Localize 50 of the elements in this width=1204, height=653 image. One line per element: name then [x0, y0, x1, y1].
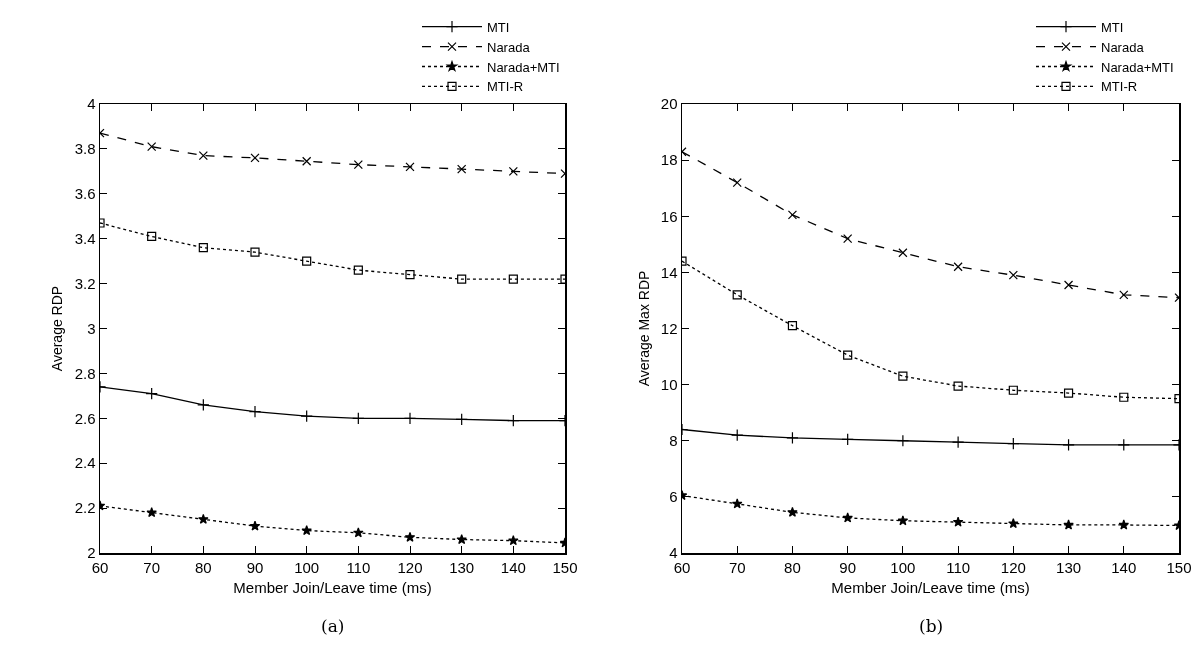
- x-tick-label: 100: [294, 558, 320, 576]
- legend-label: Narada+MTI: [487, 59, 560, 75]
- y-tick-label: 3: [87, 319, 96, 337]
- y-tick-label: 16: [660, 207, 678, 225]
- x-tick-label: 140: [1111, 558, 1137, 576]
- y-tick-label: 3.8: [74, 140, 96, 158]
- y-tick-label: 20: [660, 95, 678, 113]
- y-tick-label: 12: [660, 319, 678, 337]
- legend-label: Narada+MTI: [1101, 59, 1174, 75]
- legend-label: MTI: [1101, 19, 1124, 35]
- y-tick-label: 10: [660, 375, 678, 393]
- legend-label: MTI-R: [1101, 79, 1138, 95]
- x-tick-label: 80: [784, 558, 801, 576]
- x-tick-label: 70: [143, 558, 161, 576]
- text: (b): [919, 616, 944, 636]
- y-tick-label: 18: [660, 151, 678, 169]
- text: (a): [321, 616, 345, 636]
- legend-label: Narada: [487, 39, 531, 55]
- x-tick-label: 130: [449, 558, 475, 576]
- x-tick-label: 120: [1000, 558, 1026, 576]
- y-tick-label: 2.2: [74, 499, 96, 517]
- x-tick-label: 90: [246, 558, 264, 576]
- y-tick-label: 4: [87, 95, 96, 113]
- x-axis-title: Member Join/Leave time (ms): [831, 579, 1030, 597]
- x-tick-label: 70: [728, 558, 746, 576]
- y-tick-label: 14: [660, 263, 678, 281]
- y-axis-title: Average Max RDP: [635, 270, 652, 387]
- legend-label: Narada: [1101, 39, 1145, 55]
- x-tick-label: 110: [946, 558, 971, 576]
- y-tick-label: 2.8: [74, 364, 96, 382]
- x-tick-label: 120: [397, 558, 423, 576]
- y-tick-label: 8: [669, 432, 678, 449]
- x-tick-label: 150: [552, 558, 578, 576]
- x-tick-label: 110: [346, 558, 371, 576]
- y-tick-label: 3.2: [74, 274, 96, 292]
- y-tick-label: 6: [669, 488, 678, 506]
- x-tick-label: 130: [1056, 558, 1082, 576]
- x-tick-label: 90: [839, 558, 857, 576]
- legend-label: MTI: [487, 19, 510, 35]
- legend-label: MTI-R: [487, 79, 524, 95]
- x-tick-label: 150: [1166, 558, 1192, 576]
- y-tick-label: 2.6: [74, 409, 96, 427]
- y-tick-label: 3.6: [74, 185, 96, 203]
- y-tick-label: 3.4: [74, 229, 96, 247]
- y-axis-title: Average RDP: [49, 285, 66, 372]
- x-axis-title: Member Join/Leave time (ms): [233, 579, 432, 597]
- x-tick-label: 100: [890, 558, 916, 576]
- x-tick-label: 80: [194, 558, 212, 576]
- x-tick-label: 140: [500, 558, 526, 576]
- y-tick-label: 2.4: [74, 454, 96, 472]
